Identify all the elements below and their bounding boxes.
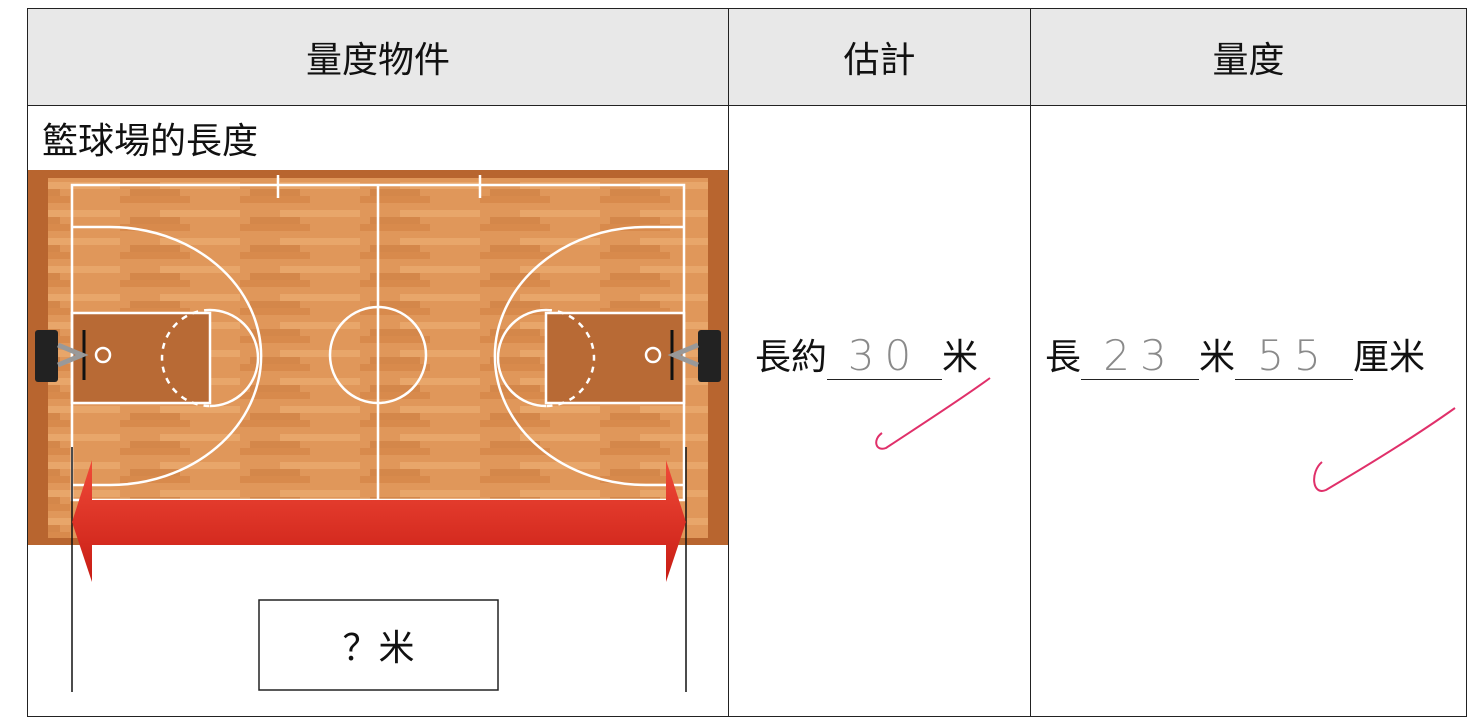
court-illustration <box>28 170 728 692</box>
item-label: 籃球場的長度 <box>42 121 259 162</box>
measure-unit-cm: 厘米 <box>1353 337 1426 378</box>
estimate-answer: 30 <box>827 333 943 380</box>
estimate-prefix: 長約 <box>755 337 828 378</box>
measure-line: 長 23 米 55 厘米 <box>1045 328 1425 380</box>
header-cell: 量度物件 <box>27 8 729 106</box>
header-cell: 量度 <box>1030 8 1467 106</box>
measure-unit-m: 米 <box>1199 337 1236 378</box>
body-cell <box>1030 105 1467 717</box>
check-mark <box>1313 407 1456 492</box>
length-box: ？米 <box>259 600 498 690</box>
estimate-unit: 米 <box>942 337 979 378</box>
estimate-line: 長約 30 米 <box>755 328 978 380</box>
measure-answer-m: 23 <box>1081 333 1200 380</box>
header-text: 量度 <box>1212 40 1285 81</box>
measure-prefix: 長 <box>1045 337 1082 378</box>
measure-answer-cm: 55 <box>1235 333 1354 380</box>
check-mark <box>875 377 991 450</box>
length-box-text: ？米 <box>342 628 415 669</box>
header-text: 量度物件 <box>305 40 450 81</box>
header-text: 估計 <box>843 40 916 81</box>
